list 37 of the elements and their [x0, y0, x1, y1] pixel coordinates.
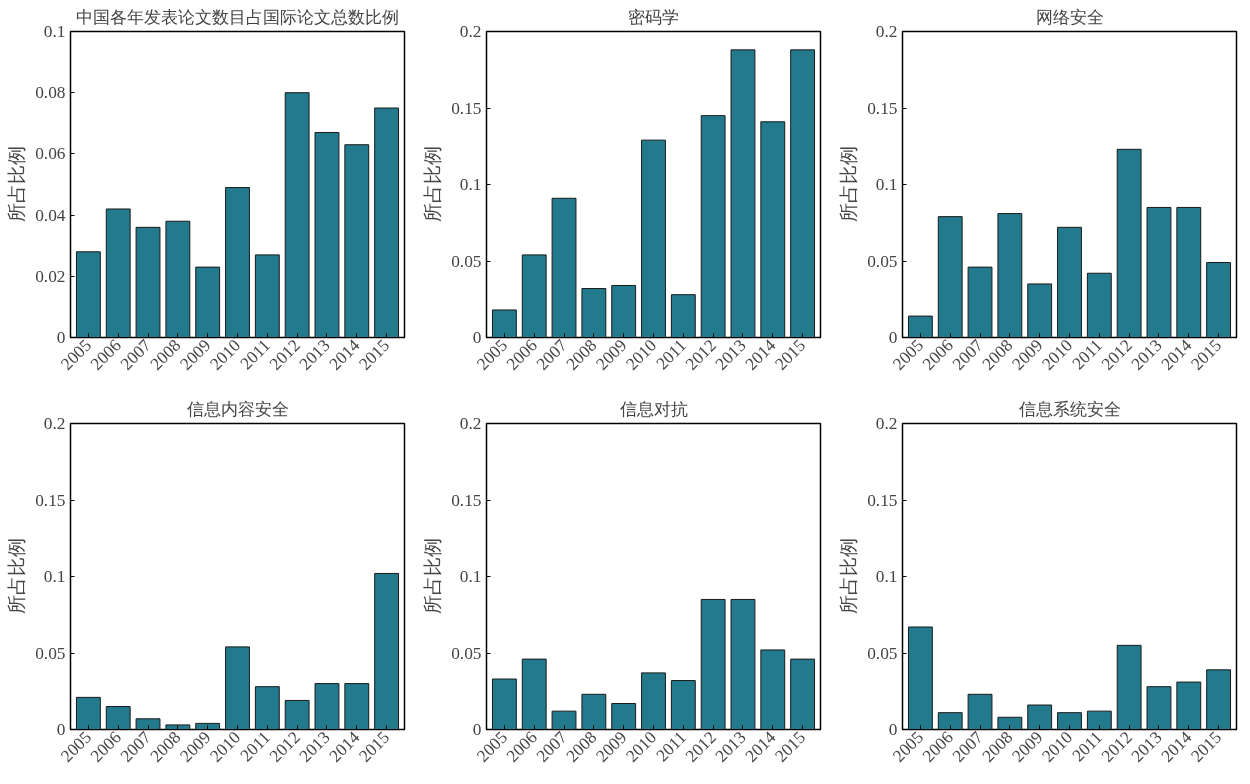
y-tick-label: 0.2	[43, 414, 66, 433]
y-axis-title: 所占比例	[422, 146, 444, 223]
y-axis-title: 所占比例	[838, 146, 860, 223]
chart-title: 密码学	[628, 7, 679, 27]
y-tick-label: 0.05	[35, 643, 66, 663]
y-tick-label: 0.15	[35, 490, 66, 510]
y-tick-label: 0.1	[459, 175, 482, 194]
y-tick-label: 0.1	[43, 22, 66, 41]
y-tick-label: 0.1	[875, 175, 898, 194]
y-tick-label: 0.08	[35, 83, 66, 103]
y-tick-label: 0.1	[459, 567, 482, 586]
y-tick-label: 0.04	[35, 205, 66, 225]
y-axis-title: 所占比例	[6, 538, 28, 615]
y-tick-label: 0.2	[459, 22, 482, 41]
y-tick-label: 0.15	[451, 490, 482, 510]
y-tick-label: 0.1	[43, 567, 66, 586]
y-tick-label: 0.05	[867, 251, 898, 271]
chart-title: 信息对抗	[619, 399, 688, 419]
y-axis-title: 所占比例	[838, 538, 860, 615]
chart-title: 信息内容安全	[186, 399, 289, 419]
y-tick-label: 0.2	[459, 414, 482, 433]
y-tick-label: 0.06	[35, 144, 66, 164]
y-axis-title: 所占比例	[6, 146, 28, 223]
y-tick-label: 0.05	[451, 251, 482, 271]
y-tick-label: 0.2	[875, 414, 898, 433]
y-tick-label: 0.15	[867, 490, 898, 510]
y-tick-label: 0.15	[867, 98, 898, 118]
y-tick-label: 0.15	[451, 98, 482, 118]
y-tick-label: 0.02	[35, 266, 66, 286]
y-tick-label: 0.05	[867, 643, 898, 663]
y-tick-label: 0.2	[875, 22, 898, 41]
chart-title: 网络安全	[1035, 7, 1104, 27]
y-tick-label: 0.05	[451, 643, 482, 663]
y-tick-label: 0.1	[875, 567, 898, 586]
y-axis-title: 所占比例	[422, 538, 444, 615]
chart-title: 中国各年发表论文数目占国际论文总数比例	[76, 7, 399, 27]
chart-title: 信息系统安全	[1018, 399, 1121, 419]
